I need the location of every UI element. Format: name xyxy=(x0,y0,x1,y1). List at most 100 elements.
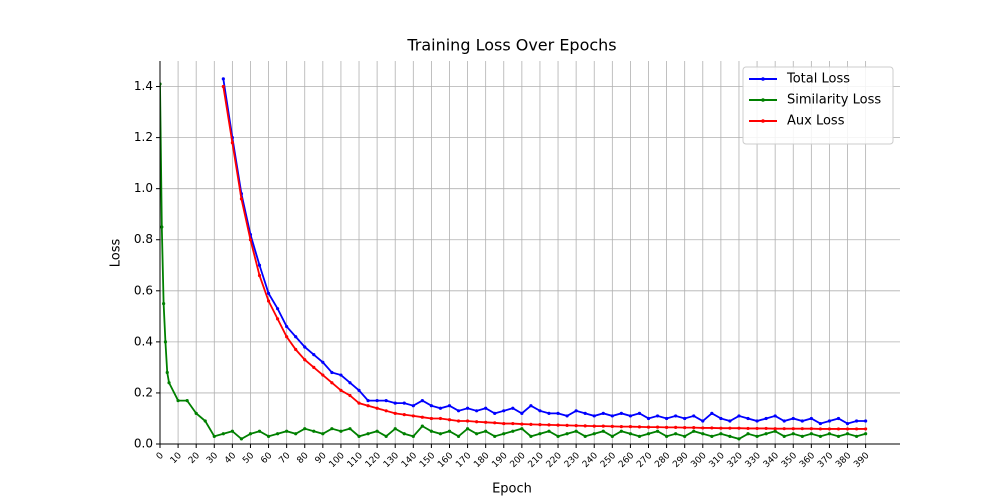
point xyxy=(257,263,262,267)
point xyxy=(447,404,452,408)
x-tick-label: 270 xyxy=(635,451,654,470)
point xyxy=(502,421,506,426)
point xyxy=(402,432,406,436)
point xyxy=(221,432,225,436)
point xyxy=(845,427,850,431)
point xyxy=(393,401,397,405)
point xyxy=(601,411,605,415)
point xyxy=(809,432,813,436)
point xyxy=(628,425,633,429)
point xyxy=(864,419,868,423)
point xyxy=(348,427,352,431)
point xyxy=(165,370,169,375)
point xyxy=(339,388,343,392)
point xyxy=(420,424,424,428)
point xyxy=(836,434,841,438)
point xyxy=(266,434,271,438)
point xyxy=(692,429,696,433)
x-tick-label: 170 xyxy=(454,451,473,470)
point xyxy=(746,416,750,421)
point xyxy=(836,427,841,431)
x-tick-label: 120 xyxy=(364,451,383,470)
point xyxy=(737,414,741,418)
point xyxy=(610,414,614,418)
point xyxy=(475,432,479,436)
point xyxy=(493,411,497,415)
point xyxy=(493,434,497,438)
y-tick-label: 1.2 xyxy=(134,130,153,144)
point xyxy=(683,426,687,430)
y-axis-label: Loss xyxy=(109,239,124,268)
point xyxy=(456,409,461,413)
point xyxy=(393,411,397,415)
point xyxy=(384,398,388,403)
x-tick-label: 10 xyxy=(169,451,184,466)
x-tick-label: 20 xyxy=(187,451,202,466)
point xyxy=(809,416,813,421)
point xyxy=(854,419,859,423)
y-tick-label: 1.0 xyxy=(134,181,153,195)
point xyxy=(465,419,470,423)
point xyxy=(285,324,289,329)
point xyxy=(710,426,714,430)
point xyxy=(845,421,850,426)
point xyxy=(366,404,370,408)
point xyxy=(366,432,370,436)
x-tick-label: 240 xyxy=(581,451,600,470)
series xyxy=(221,77,868,426)
point xyxy=(194,411,198,415)
x-tick-label: 150 xyxy=(418,451,437,470)
legend-label: Total Loss xyxy=(786,72,850,87)
point xyxy=(339,429,343,433)
point xyxy=(583,424,587,428)
y-tick-label: 0.4 xyxy=(134,334,153,348)
point xyxy=(475,409,479,413)
point xyxy=(728,419,732,423)
point xyxy=(502,432,506,436)
point xyxy=(619,425,623,429)
point xyxy=(276,432,280,436)
point xyxy=(737,426,741,430)
point xyxy=(303,427,307,431)
point xyxy=(248,238,253,242)
point xyxy=(818,434,822,438)
y-tick-label: 0.6 xyxy=(134,283,153,297)
legend-marker xyxy=(761,119,765,123)
x-tick-label: 200 xyxy=(509,451,528,470)
x-tick-label: 70 xyxy=(277,451,292,466)
x-tick-label: 390 xyxy=(852,451,871,470)
point xyxy=(429,404,433,408)
point xyxy=(800,434,804,438)
point xyxy=(366,398,370,403)
point xyxy=(312,353,316,357)
point xyxy=(619,429,623,433)
point xyxy=(610,424,614,428)
point xyxy=(276,307,280,311)
y-tick-label: 1.4 xyxy=(134,79,153,93)
point xyxy=(845,432,850,436)
point xyxy=(665,425,669,430)
point xyxy=(163,340,168,344)
point xyxy=(710,434,714,438)
point xyxy=(773,427,777,431)
legend-marker xyxy=(761,98,765,102)
point xyxy=(203,419,207,423)
point xyxy=(393,427,397,431)
x-tick-label: 90 xyxy=(314,451,329,466)
point xyxy=(764,432,768,436)
point xyxy=(321,432,325,436)
point xyxy=(339,373,343,377)
point xyxy=(456,419,461,423)
point xyxy=(764,426,768,431)
point xyxy=(456,434,461,438)
x-tick-label: 0 xyxy=(155,451,166,462)
x-tick-label: 190 xyxy=(490,451,509,470)
point xyxy=(303,345,307,349)
point xyxy=(447,418,452,422)
point xyxy=(818,421,822,426)
point xyxy=(266,299,271,303)
point xyxy=(773,429,777,433)
point xyxy=(162,301,166,306)
point xyxy=(257,273,262,278)
point xyxy=(429,416,433,421)
